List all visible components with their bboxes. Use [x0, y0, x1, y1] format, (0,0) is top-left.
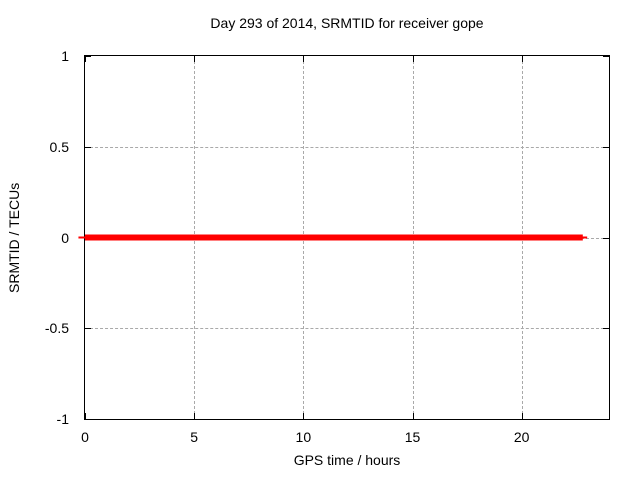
- y-tick-label: -1: [56, 411, 69, 427]
- x-tick-bottom: [521, 413, 523, 419]
- x-tick-top: [521, 56, 523, 62]
- gridline-y-0.5: [85, 146, 609, 148]
- chart-title: Day 293 of 2014, SRMTID for receiver gop…: [210, 15, 484, 31]
- y-tick-label: -0.5: [44, 320, 69, 337]
- x-tick-bottom: [303, 413, 305, 419]
- y-tick-label: 0.5: [49, 138, 69, 155]
- plot-area: 0 5 10 15 20 1 0.5 0 -0.5 -1: [45, 48, 610, 445]
- x-tick-top: [412, 56, 414, 62]
- y-tick-label: 0: [61, 229, 69, 246]
- x-tick-top: [194, 56, 196, 62]
- y-tick-right: [603, 328, 609, 330]
- x-tick-label: 15: [404, 429, 421, 445]
- x-tick-bottom: [194, 413, 196, 419]
- x-tick-top: [303, 56, 305, 62]
- y-tick-right: [603, 237, 609, 239]
- x-tick-label: 5: [190, 429, 199, 445]
- data-series-svg: [78, 234, 588, 241]
- y-tick-right: [603, 146, 609, 148]
- x-tick-bottom: [412, 413, 414, 419]
- x-tick-label: 20: [513, 429, 530, 445]
- x-axis-label: GPS time / hours: [293, 452, 401, 468]
- y-tick-left: [85, 146, 91, 148]
- gridline-y--0.5: [85, 328, 609, 330]
- y-tick-right: [603, 56, 609, 57]
- x-tick-bottom: [85, 413, 86, 419]
- x-tick-top: [85, 56, 86, 62]
- x-tick-label: 10: [295, 429, 312, 445]
- y-tick-left: [85, 56, 91, 57]
- y-tick-left: [85, 328, 91, 330]
- x-tick-label: 0: [81, 429, 89, 445]
- y-tick-right: [603, 419, 609, 420]
- y-tick-left: [85, 419, 91, 420]
- y-tick-label: 1: [61, 48, 69, 64]
